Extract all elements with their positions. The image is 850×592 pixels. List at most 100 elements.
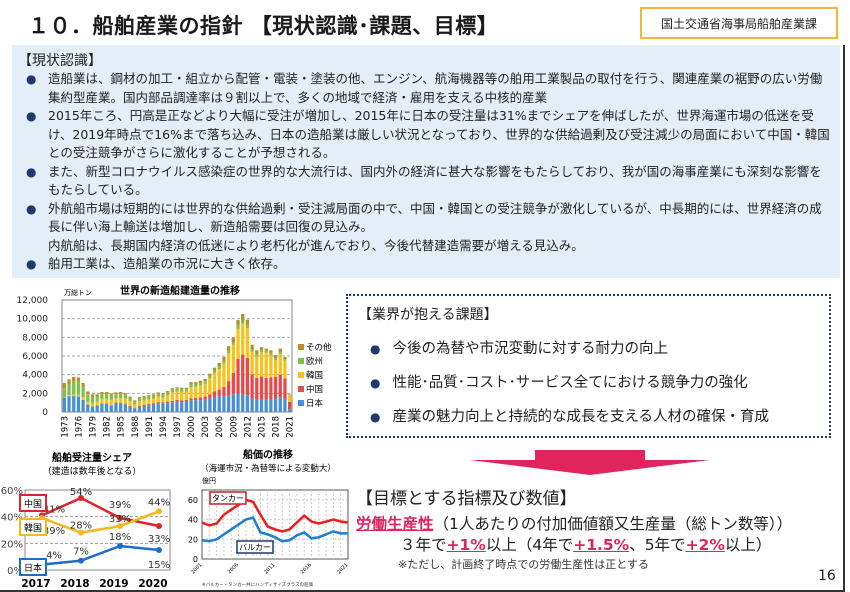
y-tick-label: 8,000 [22, 333, 48, 343]
bar-その他 [245, 319, 250, 326]
bar-韓国 [288, 395, 292, 402]
legend-swatch [298, 386, 304, 392]
bar-日本 [222, 396, 226, 412]
bar-欧州 [156, 393, 160, 397]
status-text: 舶用工業は、造船業の市況に大きく依存。 [48, 256, 286, 271]
bar-日本 [278, 397, 282, 412]
bar-欧州 [255, 354, 259, 357]
bar-欧州 [273, 358, 278, 361]
bullet-icon: ● [370, 410, 381, 424]
legend-label: 日本 [306, 398, 324, 409]
line-中国 [41, 496, 160, 528]
bar-日本 [198, 400, 203, 412]
bar-中国 [278, 374, 282, 398]
bar-その他 [184, 387, 189, 390]
bar-日本 [203, 399, 207, 412]
goal-value-3yr: +1% [446, 536, 486, 554]
bar-欧州 [241, 320, 245, 324]
bar-欧州 [203, 381, 207, 384]
bar-中国 [273, 377, 278, 399]
bar-韓国 [128, 401, 132, 406]
bar-その他 [114, 392, 118, 395]
bar-日本 [76, 396, 81, 412]
y-tick-label: 6,000 [22, 352, 48, 362]
goals-heading: 【目標とする指標及び数値】 [356, 489, 577, 509]
series-label: 中国 [24, 498, 42, 510]
status-text: また、新型コロナウイルス感染症の世界的な大流行は、国内外の経済に甚大な影響をもた… [48, 163, 822, 198]
bar-その他 [226, 346, 231, 351]
bar-日本 [142, 405, 146, 412]
bar-日本 [231, 394, 235, 412]
bar-欧州 [133, 401, 137, 405]
legend-label: その他 [306, 342, 332, 353]
series-label: タンカー [212, 494, 244, 503]
bar-日本 [180, 402, 184, 412]
bar-韓国 [231, 344, 235, 373]
bar-中国 [255, 377, 259, 400]
x-tick-label: 1982 [103, 416, 113, 438]
bar-その他 [165, 391, 170, 393]
bar-その他 [208, 373, 212, 377]
bar-日本 [208, 398, 212, 412]
bar-その他 [95, 394, 99, 397]
x-tick-label: 2006 [227, 562, 240, 575]
bar-韓国 [114, 398, 118, 403]
bar-その他 [231, 337, 235, 342]
bar-その他 [180, 387, 184, 390]
bar-日本 [264, 399, 268, 412]
chart-title: 船舶受注量シェア [52, 451, 132, 464]
bar-韓国 [137, 401, 142, 406]
bar-韓国 [86, 401, 90, 405]
bar-欧州 [165, 392, 170, 396]
y-tick-label: 0 [193, 555, 198, 564]
bar-欧州 [137, 398, 142, 402]
bar-中国 [203, 396, 207, 400]
bar-中国 [189, 398, 193, 401]
down-arrow-icon [470, 450, 710, 475]
bar-中国 [212, 391, 217, 398]
bar-日本 [217, 396, 221, 412]
bar-その他 [156, 392, 160, 394]
y-tick-label: 20 [188, 535, 198, 544]
bar-その他 [217, 363, 221, 367]
bar-韓国 [76, 394, 81, 397]
x-tick-label: 2018 [272, 416, 282, 438]
line-韓国 [41, 510, 160, 534]
unit-label: 万総トン [64, 288, 92, 297]
y-tick-label: 40% [1, 513, 23, 524]
bullet-icon: ● [370, 342, 381, 356]
bar-韓国 [245, 328, 250, 358]
data-label: 54% [70, 487, 92, 498]
x-tick-label: 2015 [257, 416, 267, 438]
bar-中国 [165, 401, 170, 404]
bar-韓国 [198, 385, 203, 398]
bar-韓国 [142, 400, 146, 405]
bullet-icon: ● [26, 164, 37, 179]
divider [843, 45, 845, 592]
bar-日本 [109, 405, 113, 412]
bullet-icon: ● [26, 72, 37, 86]
x-tick-label: 2021 [286, 416, 296, 438]
bar-日本 [156, 403, 160, 412]
bar-日本 [165, 403, 170, 412]
bar-欧州 [264, 350, 268, 353]
bullet-icon: ● [26, 109, 37, 123]
bar-中国 [222, 386, 226, 397]
bar-韓国 [165, 395, 170, 402]
bar-その他 [189, 382, 193, 385]
bar-韓国 [241, 323, 245, 355]
bar-その他 [90, 394, 95, 398]
issue-text: 今後の為替や市況変動に対する耐力の向上 [392, 341, 668, 357]
bar-日本 [184, 401, 189, 412]
bar-韓国 [161, 397, 165, 403]
bar-韓国 [255, 356, 259, 378]
bar-中国 [245, 357, 250, 396]
data-point [156, 523, 162, 529]
data-label: 39% [43, 526, 65, 537]
bar-日本 [175, 401, 179, 412]
data-point [78, 557, 84, 564]
bar-韓国 [203, 383, 207, 397]
bar-韓国 [194, 386, 198, 398]
data-point [117, 523, 123, 529]
goal-metric-desc: （1人あたりの付加価値額又生産量（総トン数等）） [433, 515, 793, 533]
